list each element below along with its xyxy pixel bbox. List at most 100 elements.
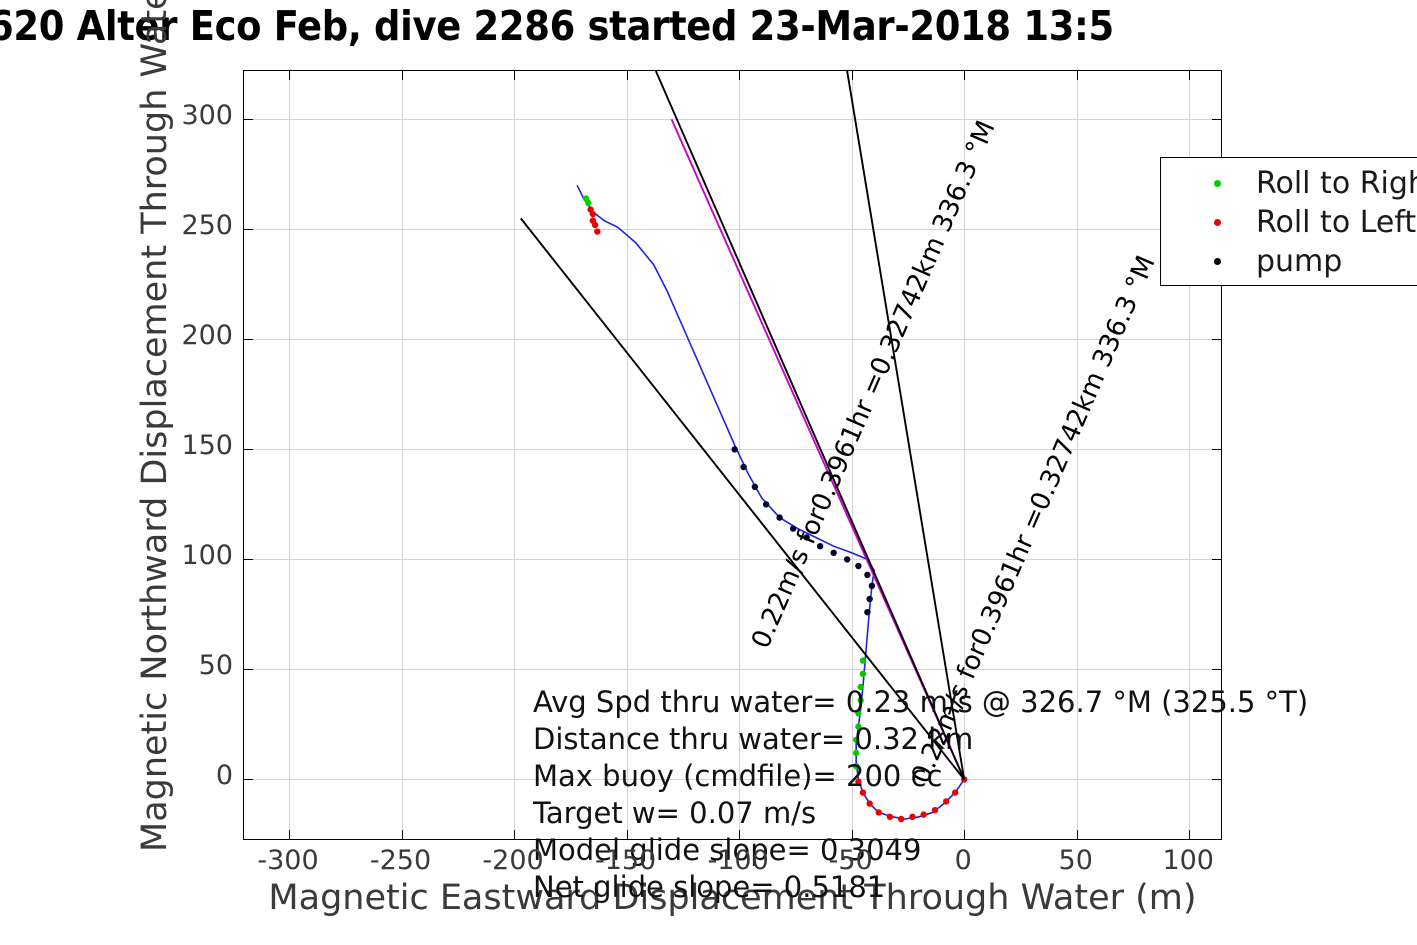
gridline-horizontal (244, 339, 1221, 341)
gridline-vertical (1076, 71, 1078, 839)
y-tick (1212, 669, 1221, 671)
gridline-horizontal (244, 559, 1221, 561)
y-tick (244, 229, 253, 231)
y-tick-label: 50 (198, 650, 233, 682)
y-tick (1212, 449, 1221, 451)
annotation-line: Max buoy (cmdfile)= 200 cc (533, 759, 943, 793)
y-tick-label: 150 (181, 430, 233, 462)
y-tick (1212, 779, 1221, 781)
data-point (731, 446, 738, 453)
y-tick-label: 200 (181, 320, 233, 352)
y-tick (244, 779, 253, 781)
data-point (762, 501, 770, 508)
x-tick (289, 71, 290, 80)
data-point (859, 670, 867, 677)
y-axis-label: Magnetic Northward Displacement Through … (135, 0, 175, 852)
series-reference-line-c (846, 70, 966, 780)
gridline-vertical (964, 71, 966, 839)
data-point (920, 811, 927, 818)
data-point (868, 582, 876, 589)
gridline-vertical (401, 71, 403, 839)
series-pump (731, 446, 876, 616)
data-canvas (520, 70, 968, 823)
x-tick (851, 71, 853, 80)
annotation-line: Avg Spd thru water= 0.23 m/s @ 326.7 °M … (533, 685, 1309, 719)
data-point (864, 609, 871, 616)
data-point (594, 228, 601, 235)
data-point (866, 800, 873, 807)
dot-marker-icon (1214, 258, 1221, 265)
data-point (942, 798, 950, 805)
y-tick (1212, 339, 1221, 341)
data-point (852, 736, 860, 743)
annotation-line: Model glide slope= 0.3049 (533, 833, 922, 867)
data-point (886, 813, 894, 820)
data-point (857, 697, 864, 704)
x-tick (964, 71, 966, 80)
series-reference-line-b (520, 217, 965, 780)
x-tick (514, 830, 516, 839)
data-point (587, 206, 594, 213)
y-tick (244, 339, 253, 341)
gridline-vertical (289, 71, 290, 839)
y-tick (1212, 119, 1221, 121)
x-tick (401, 830, 403, 839)
data-point (852, 749, 860, 757)
x-tick (289, 830, 290, 839)
gridline-horizontal (244, 119, 1221, 121)
gridline-horizontal (244, 779, 1221, 781)
dot-marker-icon (1214, 180, 1221, 187)
x-tick-label: 100 (1162, 845, 1214, 876)
data-point (897, 815, 905, 823)
data-point (857, 683, 864, 691)
x-tick (739, 830, 741, 839)
data-point (855, 723, 862, 730)
legend-label: Roll to Right (1256, 166, 1417, 201)
data-point (931, 807, 939, 814)
series-roll-to-left (587, 206, 968, 823)
chart-title: 620 Alter Eco Feb, dive 2286 started 23-… (0, 2, 1114, 50)
x-tick-label: 50 (1058, 845, 1093, 876)
gridline-vertical (626, 71, 628, 839)
data-point (830, 549, 837, 556)
data-point (909, 813, 916, 820)
x-axis-label: Magnetic Eastward Displacement Through W… (268, 878, 1197, 918)
x-tick-label: -250 (369, 845, 432, 876)
data-point (951, 789, 959, 796)
legend: Roll to Right Roll to Left pump (1160, 157, 1417, 286)
x-tick-label: -300 (257, 845, 319, 876)
legend-label: pump (1256, 244, 1343, 279)
x-tick (1189, 71, 1191, 80)
legend-item: Roll to Right (1161, 164, 1417, 203)
data-point (843, 556, 851, 563)
y-tick (1212, 559, 1221, 561)
data-point (789, 525, 797, 532)
series-roll-to-right (582, 195, 867, 770)
gridline-vertical (514, 71, 516, 839)
y-tick-label: 300 (181, 100, 233, 132)
x-tick (626, 71, 628, 80)
x-tick (851, 830, 853, 839)
x-tick (1076, 71, 1078, 80)
data-point (859, 657, 867, 664)
x-tick (626, 830, 628, 839)
data-point (852, 763, 860, 770)
gridline-vertical (851, 71, 853, 839)
x-tick-label: -200 (482, 845, 544, 876)
gridline-horizontal (244, 669, 1221, 671)
data-point (866, 595, 873, 603)
data-point (855, 562, 862, 570)
legend-item: pump (1161, 242, 1417, 281)
data-point (855, 778, 862, 785)
x-tick-label: -50 (828, 845, 873, 876)
y-tick (244, 449, 253, 451)
annotation-line: Net glide slope= 0.5181 (533, 870, 886, 904)
data-point (855, 710, 862, 717)
x-tick (1189, 830, 1191, 839)
x-tick (514, 71, 516, 80)
data-point (803, 534, 810, 541)
y-tick (244, 559, 253, 561)
dot-marker-icon (1214, 219, 1221, 226)
annotation-line: Target w= 0.07 m/s (533, 796, 817, 830)
y-tick (244, 669, 253, 671)
